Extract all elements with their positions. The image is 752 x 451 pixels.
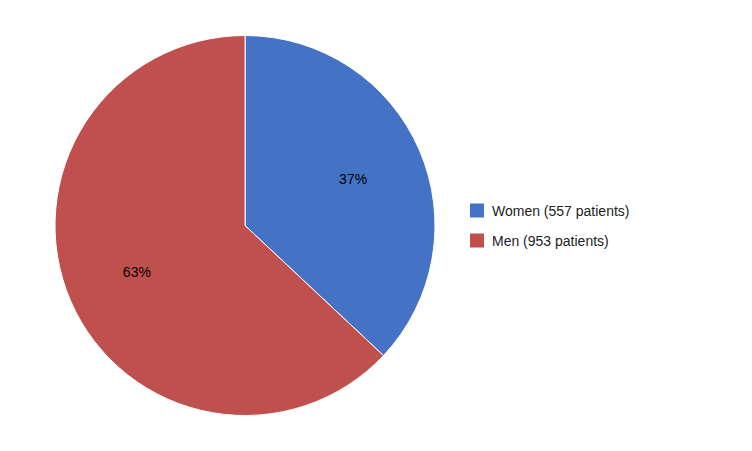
pie <box>55 36 435 416</box>
legend: Women (557 patients) Men (953 patients) <box>470 203 629 249</box>
chart: 37% 63% Women (557 patients) Men (953 patie… <box>0 0 752 451</box>
legend-swatch <box>470 204 484 218</box>
data-label: 37% <box>339 171 367 187</box>
data-label: 63% <box>123 264 151 280</box>
legend-swatch <box>470 234 484 248</box>
legend-item: Men (953 patients) <box>470 233 609 249</box>
pie-slice <box>55 36 384 416</box>
legend-label: Women (557 patients) <box>492 203 629 219</box>
legend-item: Women (557 patients) <box>470 203 629 219</box>
legend-label: Men (953 patients) <box>492 233 609 249</box>
data-labels: 37% 63% <box>123 171 367 281</box>
